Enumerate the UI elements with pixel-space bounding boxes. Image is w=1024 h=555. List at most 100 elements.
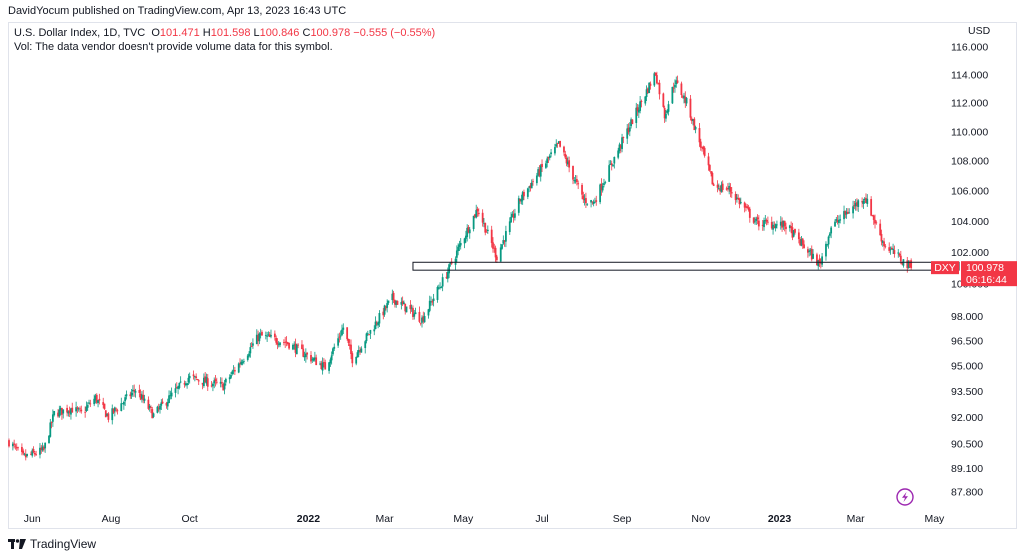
tradingview-brand[interactable]: TradingView — [8, 534, 96, 554]
candle — [612, 164, 614, 168]
price-tick-label: 108.000 — [951, 156, 989, 168]
candle — [782, 220, 785, 230]
candle — [258, 332, 261, 345]
close-value: 100.978 — [310, 27, 351, 39]
candle — [604, 180, 607, 185]
candle — [817, 260, 820, 270]
candle — [270, 329, 272, 339]
candle — [103, 403, 106, 410]
candle — [107, 412, 110, 423]
candle — [312, 357, 315, 362]
candle — [870, 196, 873, 217]
candle — [609, 160, 612, 165]
candle — [550, 149, 552, 158]
candle — [431, 299, 434, 306]
candle — [268, 331, 271, 338]
candle — [730, 187, 733, 198]
candle — [277, 340, 280, 348]
candle — [710, 171, 713, 177]
candle — [44, 442, 47, 453]
candle — [313, 351, 316, 362]
candle — [192, 370, 195, 380]
candle — [538, 165, 541, 178]
candle — [689, 95, 692, 121]
candle — [583, 194, 586, 206]
candle — [655, 71, 658, 85]
candle — [745, 203, 747, 212]
candle — [319, 361, 321, 366]
candle — [248, 351, 250, 358]
candle — [847, 208, 849, 214]
price-tag — [961, 261, 1017, 287]
candle — [347, 338, 350, 346]
candle — [48, 435, 50, 444]
candle — [395, 300, 398, 308]
price-tick-label: 104.000 — [951, 216, 989, 228]
candle — [32, 446, 35, 454]
candle — [255, 329, 258, 345]
candle — [502, 235, 505, 245]
support-zone-rectangle[interactable] — [412, 261, 960, 271]
candle — [881, 240, 884, 247]
candle — [369, 329, 372, 340]
candle — [800, 235, 803, 247]
candle — [592, 199, 595, 207]
candle — [311, 356, 314, 363]
candle — [725, 186, 728, 191]
candle — [283, 339, 285, 346]
symbol-name[interactable]: U.S. Dollar Index, 1D, TVC — [14, 27, 146, 39]
candle — [716, 180, 719, 193]
candle — [874, 214, 876, 229]
candle — [133, 384, 136, 397]
symbol-tag-text: DXY — [934, 262, 956, 274]
candle — [739, 197, 742, 205]
candle — [295, 343, 298, 355]
candle — [186, 382, 189, 389]
candle — [626, 124, 629, 144]
candle — [125, 390, 128, 400]
time-axis[interactable]: Jun Aug Oct 2022 Mar May Jul Sep Nov 2023 Mar May — [24, 513, 945, 525]
candle — [350, 339, 352, 360]
candle — [835, 216, 838, 223]
candle — [492, 237, 494, 253]
price-tick-label: 114.000 — [951, 69, 988, 81]
candle — [720, 181, 723, 193]
lightning-icon[interactable] — [896, 488, 914, 506]
candle — [707, 152, 710, 171]
candle — [204, 371, 207, 383]
candle — [459, 238, 462, 250]
candle — [692, 118, 694, 126]
candle — [138, 384, 141, 398]
candle — [320, 360, 323, 370]
price-tag-value: 100.978 — [966, 262, 1004, 274]
candle — [359, 346, 361, 355]
price-axis-currency: USD — [968, 25, 991, 37]
candle — [528, 185, 531, 193]
candle — [267, 331, 270, 337]
candle — [240, 359, 243, 366]
candle — [541, 159, 543, 172]
candle — [665, 110, 667, 122]
candle — [17, 446, 19, 451]
candle — [11, 441, 14, 451]
candle — [893, 245, 896, 258]
candle — [514, 208, 516, 221]
candle — [106, 413, 108, 417]
candle — [791, 222, 794, 241]
candle — [84, 406, 87, 418]
candle — [232, 365, 235, 375]
candle — [197, 379, 200, 386]
candle — [703, 146, 706, 158]
candle — [639, 96, 642, 114]
candle — [537, 167, 540, 177]
candle — [233, 366, 236, 375]
price-tick-label: 102.000 — [951, 247, 989, 259]
candle — [412, 305, 414, 320]
candle — [674, 79, 676, 93]
candle — [177, 385, 179, 395]
candle — [351, 351, 354, 368]
candle — [264, 331, 267, 340]
candle — [734, 191, 737, 205]
candle — [293, 341, 296, 350]
